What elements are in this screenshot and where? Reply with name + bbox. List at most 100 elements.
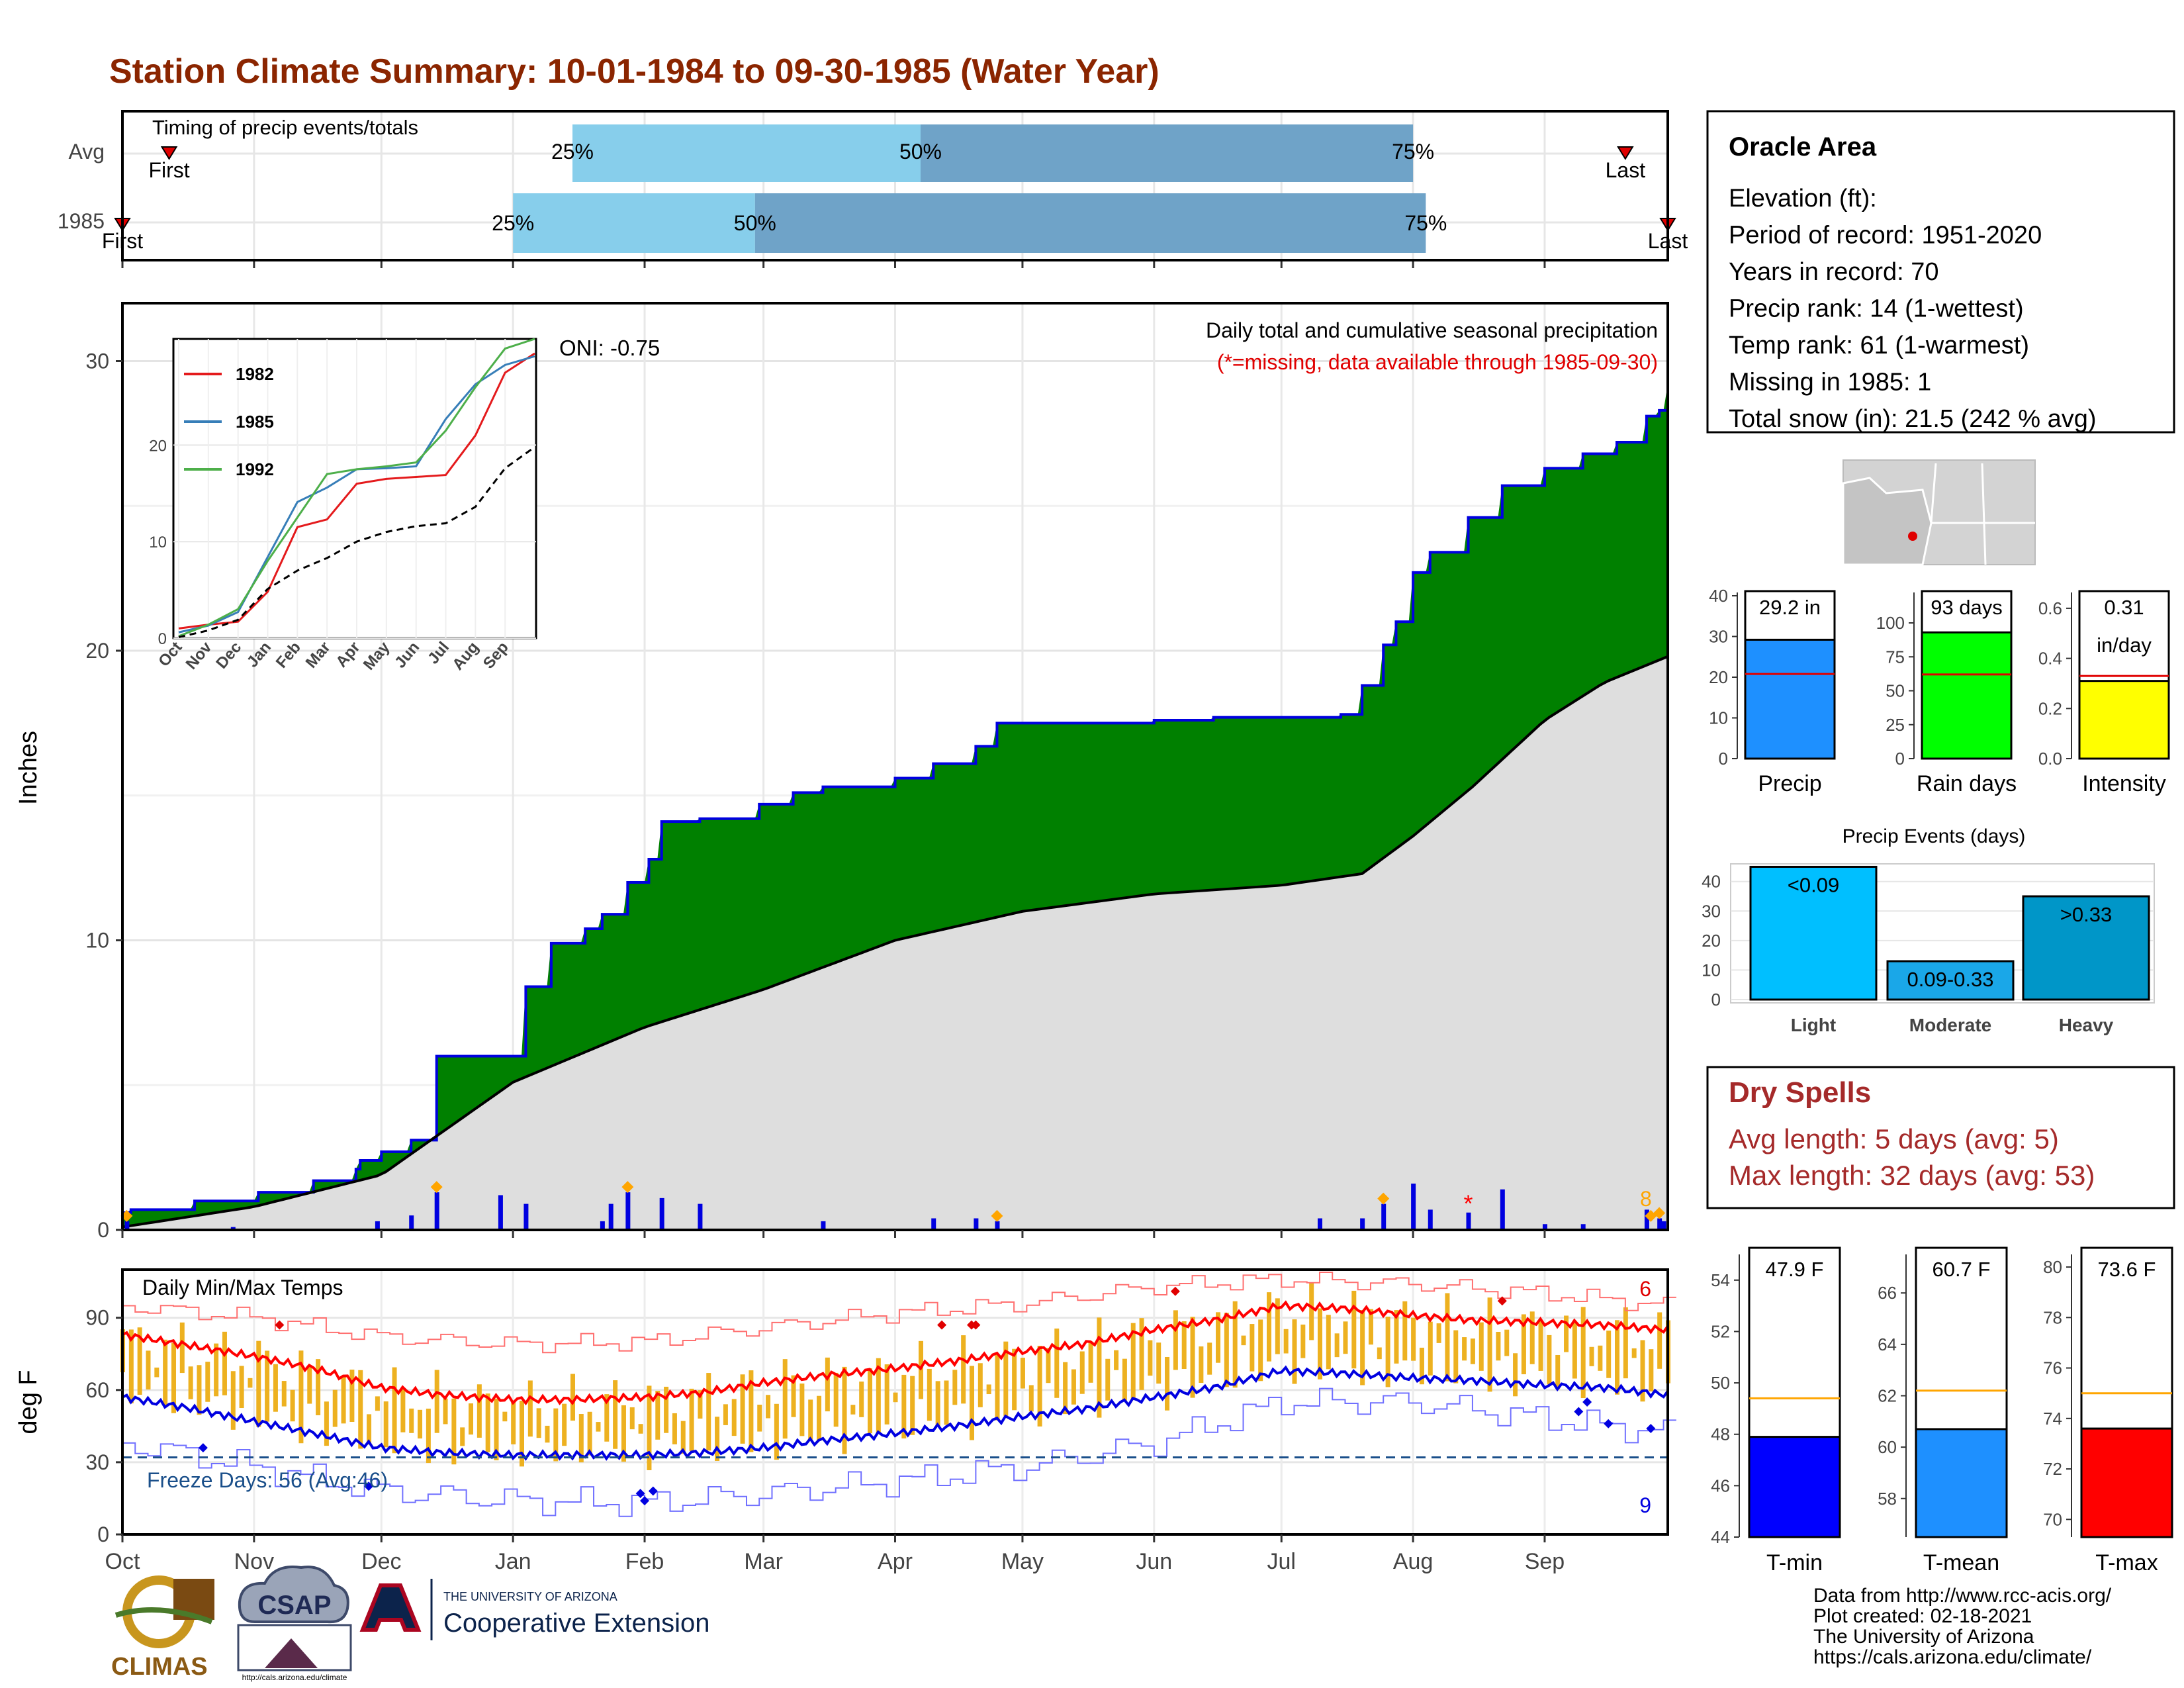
station-info-box: Oracle Area Elevation (ft): Period of rec… xyxy=(1706,110,2175,434)
daily-temp-range-bar xyxy=(884,1364,889,1425)
daily-precip-bar xyxy=(1317,1218,1322,1230)
station-location-dot xyxy=(1908,532,1917,541)
gauge-tick-label: 0 xyxy=(1895,749,1905,769)
daily-temp-range-bar xyxy=(1394,1310,1399,1364)
daily-temp-range-bar xyxy=(749,1370,754,1452)
csap-wordmark: CSAP xyxy=(257,1591,331,1620)
daily-temp-range-bar xyxy=(434,1370,439,1433)
daily-temp-range-bar xyxy=(1470,1338,1475,1364)
precip-subtitle: (*=missing, data available through 1985-… xyxy=(1217,350,1658,374)
daily-temp-range-bar xyxy=(154,1367,159,1378)
timing-row-label-1985: 1985 xyxy=(58,209,105,233)
daily-temp-range-bar xyxy=(1589,1346,1594,1366)
daily-temp-range-bar xyxy=(214,1343,219,1397)
daily-temp-range-bar xyxy=(613,1380,618,1449)
station-info-line: Years in record: 70 xyxy=(1729,258,1939,286)
temp-gauge-value-bar xyxy=(1915,1428,2008,1538)
daily-temp-range-bar xyxy=(1224,1313,1229,1387)
daily-temp-range-bar xyxy=(1156,1342,1161,1384)
daily-temp-range-bar xyxy=(698,1390,703,1419)
gauge-tick-label: 75 xyxy=(1886,647,1905,667)
daily-temp-range-bar xyxy=(604,1394,610,1442)
daily-temp-range-bar xyxy=(1360,1310,1365,1385)
daily-temp-range-bar xyxy=(927,1368,932,1421)
temp-gauge-tick-label: 48 xyxy=(1711,1425,1730,1444)
daily-temp-range-bar xyxy=(986,1384,991,1395)
timing-bar-50-75 xyxy=(754,193,1426,253)
logos: CLIMAS CSAP http://cals.arizona.edu/clim… xyxy=(111,1566,709,1682)
precip-y-tick-label: 0 xyxy=(97,1218,109,1242)
daily-precip-bar xyxy=(409,1215,414,1230)
daily-precip-bar xyxy=(1580,1224,1586,1230)
events-y-tick-label: 10 xyxy=(1702,960,1721,980)
daily-temp-range-bar xyxy=(629,1407,635,1430)
daily-precip-bar xyxy=(124,1221,130,1230)
month-tick-label: Jan xyxy=(495,1549,531,1574)
gauge-value-unit: in/day xyxy=(2097,633,2152,657)
timing-bar-50-75 xyxy=(920,124,1414,182)
large-event-marker xyxy=(1653,1207,1666,1219)
month-tick-label: Oct xyxy=(105,1549,140,1574)
map-state-borders xyxy=(1930,463,2035,565)
record-low-marker xyxy=(364,1481,374,1491)
daily-temp-range-bar xyxy=(1071,1369,1076,1405)
daily-temp-range-bar xyxy=(477,1384,482,1438)
daily-precip-bar xyxy=(523,1203,529,1230)
daily-temp-range-bar xyxy=(706,1373,711,1451)
daily-temp-range-bar xyxy=(868,1368,873,1434)
precip-y-tick-label: 20 xyxy=(85,639,109,663)
footer-line-4: https://cals.arizona.edu/climate/ xyxy=(1813,1646,2092,1668)
month-tick-label: Jul xyxy=(1267,1549,1296,1574)
above-average-area xyxy=(436,384,1668,1137)
daily-precip-bar xyxy=(974,1218,979,1230)
daily-precip-bar xyxy=(659,1197,664,1230)
daily-precip-bar xyxy=(931,1218,936,1230)
events-y-tick-label: 0 xyxy=(1711,990,1721,1009)
daily-temp-range-bar xyxy=(1657,1312,1662,1369)
record-low-marker xyxy=(648,1486,658,1496)
average-precip-line xyxy=(122,655,1668,1229)
daily-temp-range-bar xyxy=(1462,1337,1467,1361)
daily-temp-range-bar xyxy=(1258,1319,1263,1382)
daily-precip-bar xyxy=(625,1192,631,1230)
station-box-frame xyxy=(1706,110,2175,434)
temp-gauge-tick-label: 74 xyxy=(2043,1409,2062,1429)
timing-pct-25: 25% xyxy=(551,140,594,164)
daily-temp-range-bar xyxy=(952,1370,958,1405)
daily-temp-range-bar xyxy=(1309,1282,1314,1340)
inset-frame xyxy=(172,338,537,639)
temp-gauge-tick-label: 60 xyxy=(1878,1437,1897,1457)
daily-temp-range-bar xyxy=(332,1389,338,1427)
daily-temp-range-bar xyxy=(562,1403,567,1446)
low-record-count: 9 xyxy=(1639,1493,1651,1517)
daily-temp-range-bar xyxy=(307,1365,312,1404)
record-low-marker xyxy=(1604,1419,1614,1429)
freeze-days-label: Freeze Days: 56 (Avg:46) xyxy=(147,1468,388,1492)
daily-temp-range-bar xyxy=(1598,1345,1603,1371)
events-y-tick-label: 20 xyxy=(1702,931,1721,951)
daily-precip-bar xyxy=(1500,1189,1505,1230)
temp-gauge-name: T-min xyxy=(1766,1550,1823,1575)
temp-gauge-value-label: 73.6 F xyxy=(2098,1258,2156,1281)
daily-temp-range-bar xyxy=(587,1411,592,1456)
month-tick-label: May xyxy=(1001,1549,1044,1574)
events-title: Precip Events (days) xyxy=(1843,825,2026,847)
timing-pct-50: 50% xyxy=(899,140,942,164)
daily-temp-range-bar xyxy=(1165,1356,1170,1411)
daily-temp-range-bar xyxy=(400,1388,406,1432)
ua-line1: THE UNIVERSITY OF ARIZONA xyxy=(443,1590,617,1603)
daily-temp-range-bar xyxy=(910,1376,915,1435)
temp-gauge-tick-label: 54 xyxy=(1711,1270,1730,1290)
daily-temp-range-bar xyxy=(163,1339,168,1405)
daily-temp-range-bar xyxy=(1631,1348,1637,1358)
daily-temp-range-bar xyxy=(545,1425,550,1443)
first-event-label: First xyxy=(148,158,189,182)
gauge-tick-label: 50 xyxy=(1886,681,1905,701)
daily-temp-range-bar xyxy=(1063,1362,1068,1415)
daily-temp-range-bar xyxy=(324,1401,329,1446)
daily-temp-range-bar xyxy=(137,1327,142,1395)
daily-temp-range-bar xyxy=(1216,1312,1221,1363)
daily-temp-range-bar xyxy=(1105,1358,1111,1401)
gauge-value-bar xyxy=(1744,638,1836,760)
